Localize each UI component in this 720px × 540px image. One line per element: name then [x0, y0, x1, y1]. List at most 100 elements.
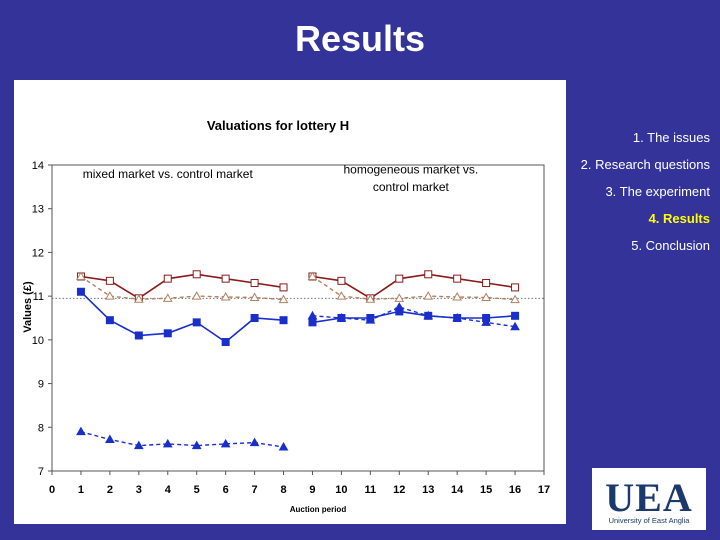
slide-title: Results — [294, 18, 426, 59]
x-tick-label: 1 — [78, 484, 84, 496]
chart-title: Valuations for lottery H — [207, 118, 349, 133]
x-tick-label: 12 — [393, 484, 405, 496]
y-tick-label: 7 — [38, 466, 44, 478]
series-0-point — [424, 270, 433, 279]
x-tick-label: 9 — [309, 484, 315, 496]
series-0-line — [80, 273, 284, 300]
series-0-line — [312, 273, 516, 300]
plot-frame — [51, 164, 545, 472]
x-tick-label: 17 — [538, 484, 550, 496]
series-3-point — [452, 312, 463, 322]
y-tick-label: 11 — [33, 291, 44, 303]
series-1-point — [510, 294, 520, 304]
series-0-point — [395, 274, 404, 283]
logo-subtitle: University of East Anglia — [608, 516, 690, 525]
x-tick-label: 6 — [223, 484, 229, 496]
series-2-point — [308, 318, 317, 327]
series-1-point — [162, 293, 173, 302]
series-3-line — [80, 431, 284, 448]
x-tick-label: 11 — [365, 484, 377, 496]
series-0-point — [221, 274, 230, 283]
series-1-point — [278, 294, 289, 304]
series-3-point — [423, 310, 434, 320]
series-2-point — [105, 316, 114, 325]
series-3-point — [307, 310, 318, 320]
series-2-point — [192, 318, 201, 327]
x-tick-label: 13 — [422, 484, 434, 496]
series-0-point — [337, 276, 346, 285]
chart-annotation: homogeneous market vs. — [343, 163, 478, 177]
series-2-point — [221, 338, 230, 347]
x-axis-label: Auction period — [290, 505, 347, 514]
series-0-point — [105, 276, 114, 285]
x-tick-label: 0 — [49, 484, 55, 496]
uea-logo: UEA University of East Anglia — [592, 468, 706, 530]
nav-item-results[interactable]: 4. Results — [648, 211, 710, 226]
logo-mark: UEA — [605, 475, 693, 520]
series-2-point — [250, 314, 259, 322]
series-1-point — [105, 291, 115, 300]
nav-item-the-experiment[interactable]: 3. The experiment — [605, 184, 710, 199]
series-1-point — [133, 294, 144, 303]
series-1-point — [481, 292, 491, 301]
series-3-point — [162, 438, 173, 448]
series-3-point — [105, 434, 115, 444]
series-1-point — [191, 291, 202, 300]
series-2-line — [80, 291, 284, 343]
series-1-point — [423, 291, 434, 300]
nav-item-research-questions[interactable]: 2. Research questions — [580, 157, 710, 172]
x-tick-label: 4 — [165, 484, 172, 496]
series-3-point — [365, 315, 376, 324]
series-2-point — [134, 331, 143, 340]
series-1-point — [336, 291, 347, 300]
x-tick-label: 15 — [480, 484, 492, 496]
series-2-point — [163, 329, 172, 338]
series-3-point — [481, 317, 491, 326]
y-tick-label: 12 — [32, 247, 44, 259]
x-tick-label: 7 — [252, 484, 258, 496]
series-3-point — [249, 437, 260, 447]
series-0-point — [279, 283, 288, 292]
series-1-point — [307, 271, 318, 280]
series-2-line — [312, 310, 516, 324]
series-3-point — [133, 440, 144, 450]
section-navigation: 1. The issues 2. Research questions 3. T… — [580, 130, 710, 265]
nav-item-the-issues[interactable]: 1. The issues — [632, 130, 710, 145]
series-3-point — [336, 312, 347, 322]
x-tick-label: 10 — [335, 484, 347, 496]
series-1-point — [452, 292, 463, 301]
x-tick-label: 14 — [451, 484, 464, 496]
y-tick-label: 13 — [32, 204, 44, 216]
y-tick-label: 10 — [32, 335, 44, 347]
series-1-point — [76, 271, 86, 280]
series-0-point — [163, 274, 172, 283]
series-0-point — [511, 283, 520, 292]
series-0-point — [453, 274, 462, 283]
series-0-point — [192, 270, 201, 279]
chart-annotation: mixed market vs. control market — [83, 167, 254, 181]
series-3-point — [394, 302, 405, 311]
nav-item-conclusion[interactable]: 5. Conclusion — [631, 238, 710, 253]
y-tick-label: 14 — [32, 160, 44, 172]
series-2-point — [511, 311, 520, 320]
series-3-point — [510, 321, 520, 331]
series-1-point — [220, 292, 231, 301]
series-1-point — [249, 292, 260, 301]
chart-panel: Valuations for lottery H 7 8 9 10 11 12 13 14 0 1 2… — [14, 80, 566, 524]
series-1-point — [365, 294, 376, 303]
y-tick-label: 8 — [38, 422, 44, 434]
series-3-point — [76, 426, 86, 436]
x-tick-label: 16 — [509, 484, 521, 496]
x-tick-label: 5 — [194, 484, 200, 496]
y-tick-label: 9 — [38, 379, 44, 391]
series-3-point — [278, 441, 289, 451]
x-tick-label: 2 — [107, 484, 113, 496]
series-1-line — [312, 275, 516, 301]
series-3-point — [191, 440, 202, 450]
x-tick-label: 3 — [136, 484, 142, 496]
chart-annotation: control market — [373, 180, 450, 194]
series-0-point — [250, 279, 259, 288]
series-3-point — [220, 438, 231, 448]
series-0-point — [482, 279, 491, 288]
